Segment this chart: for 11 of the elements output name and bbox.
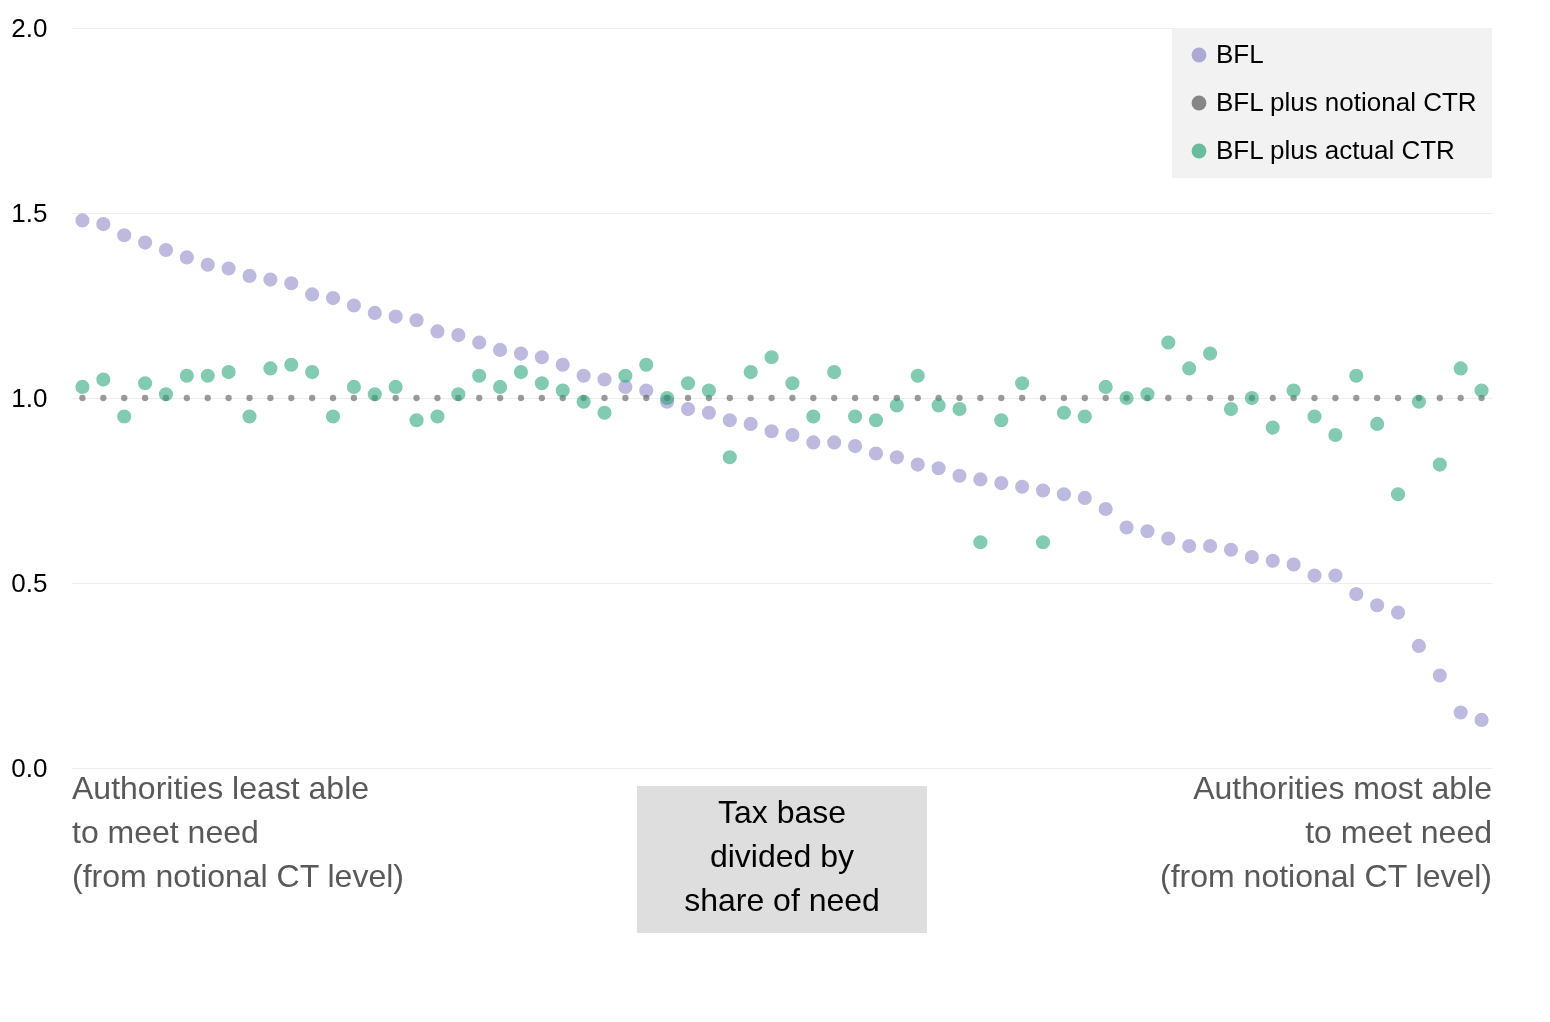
text: Authorities least able to meet need (from notional CT level)	[72, 770, 404, 894]
legend-label: BFL	[1216, 39, 1264, 69]
y-tick-label: 0.5	[11, 567, 48, 598]
y-tick-label: 1.5	[11, 197, 48, 228]
y-tick-label: 2.0	[11, 12, 48, 43]
legend-label: BFL plus notional CTR	[1216, 87, 1477, 117]
y-tick-label: 1.0	[11, 382, 48, 413]
text: Authorities most able to meet need (from notional CT level)	[1160, 770, 1492, 894]
text: Tax base divided by share of need	[684, 794, 880, 918]
y-tick-label: 0.0	[11, 752, 48, 783]
legend-label: BFL plus actual CTR	[1216, 135, 1455, 165]
